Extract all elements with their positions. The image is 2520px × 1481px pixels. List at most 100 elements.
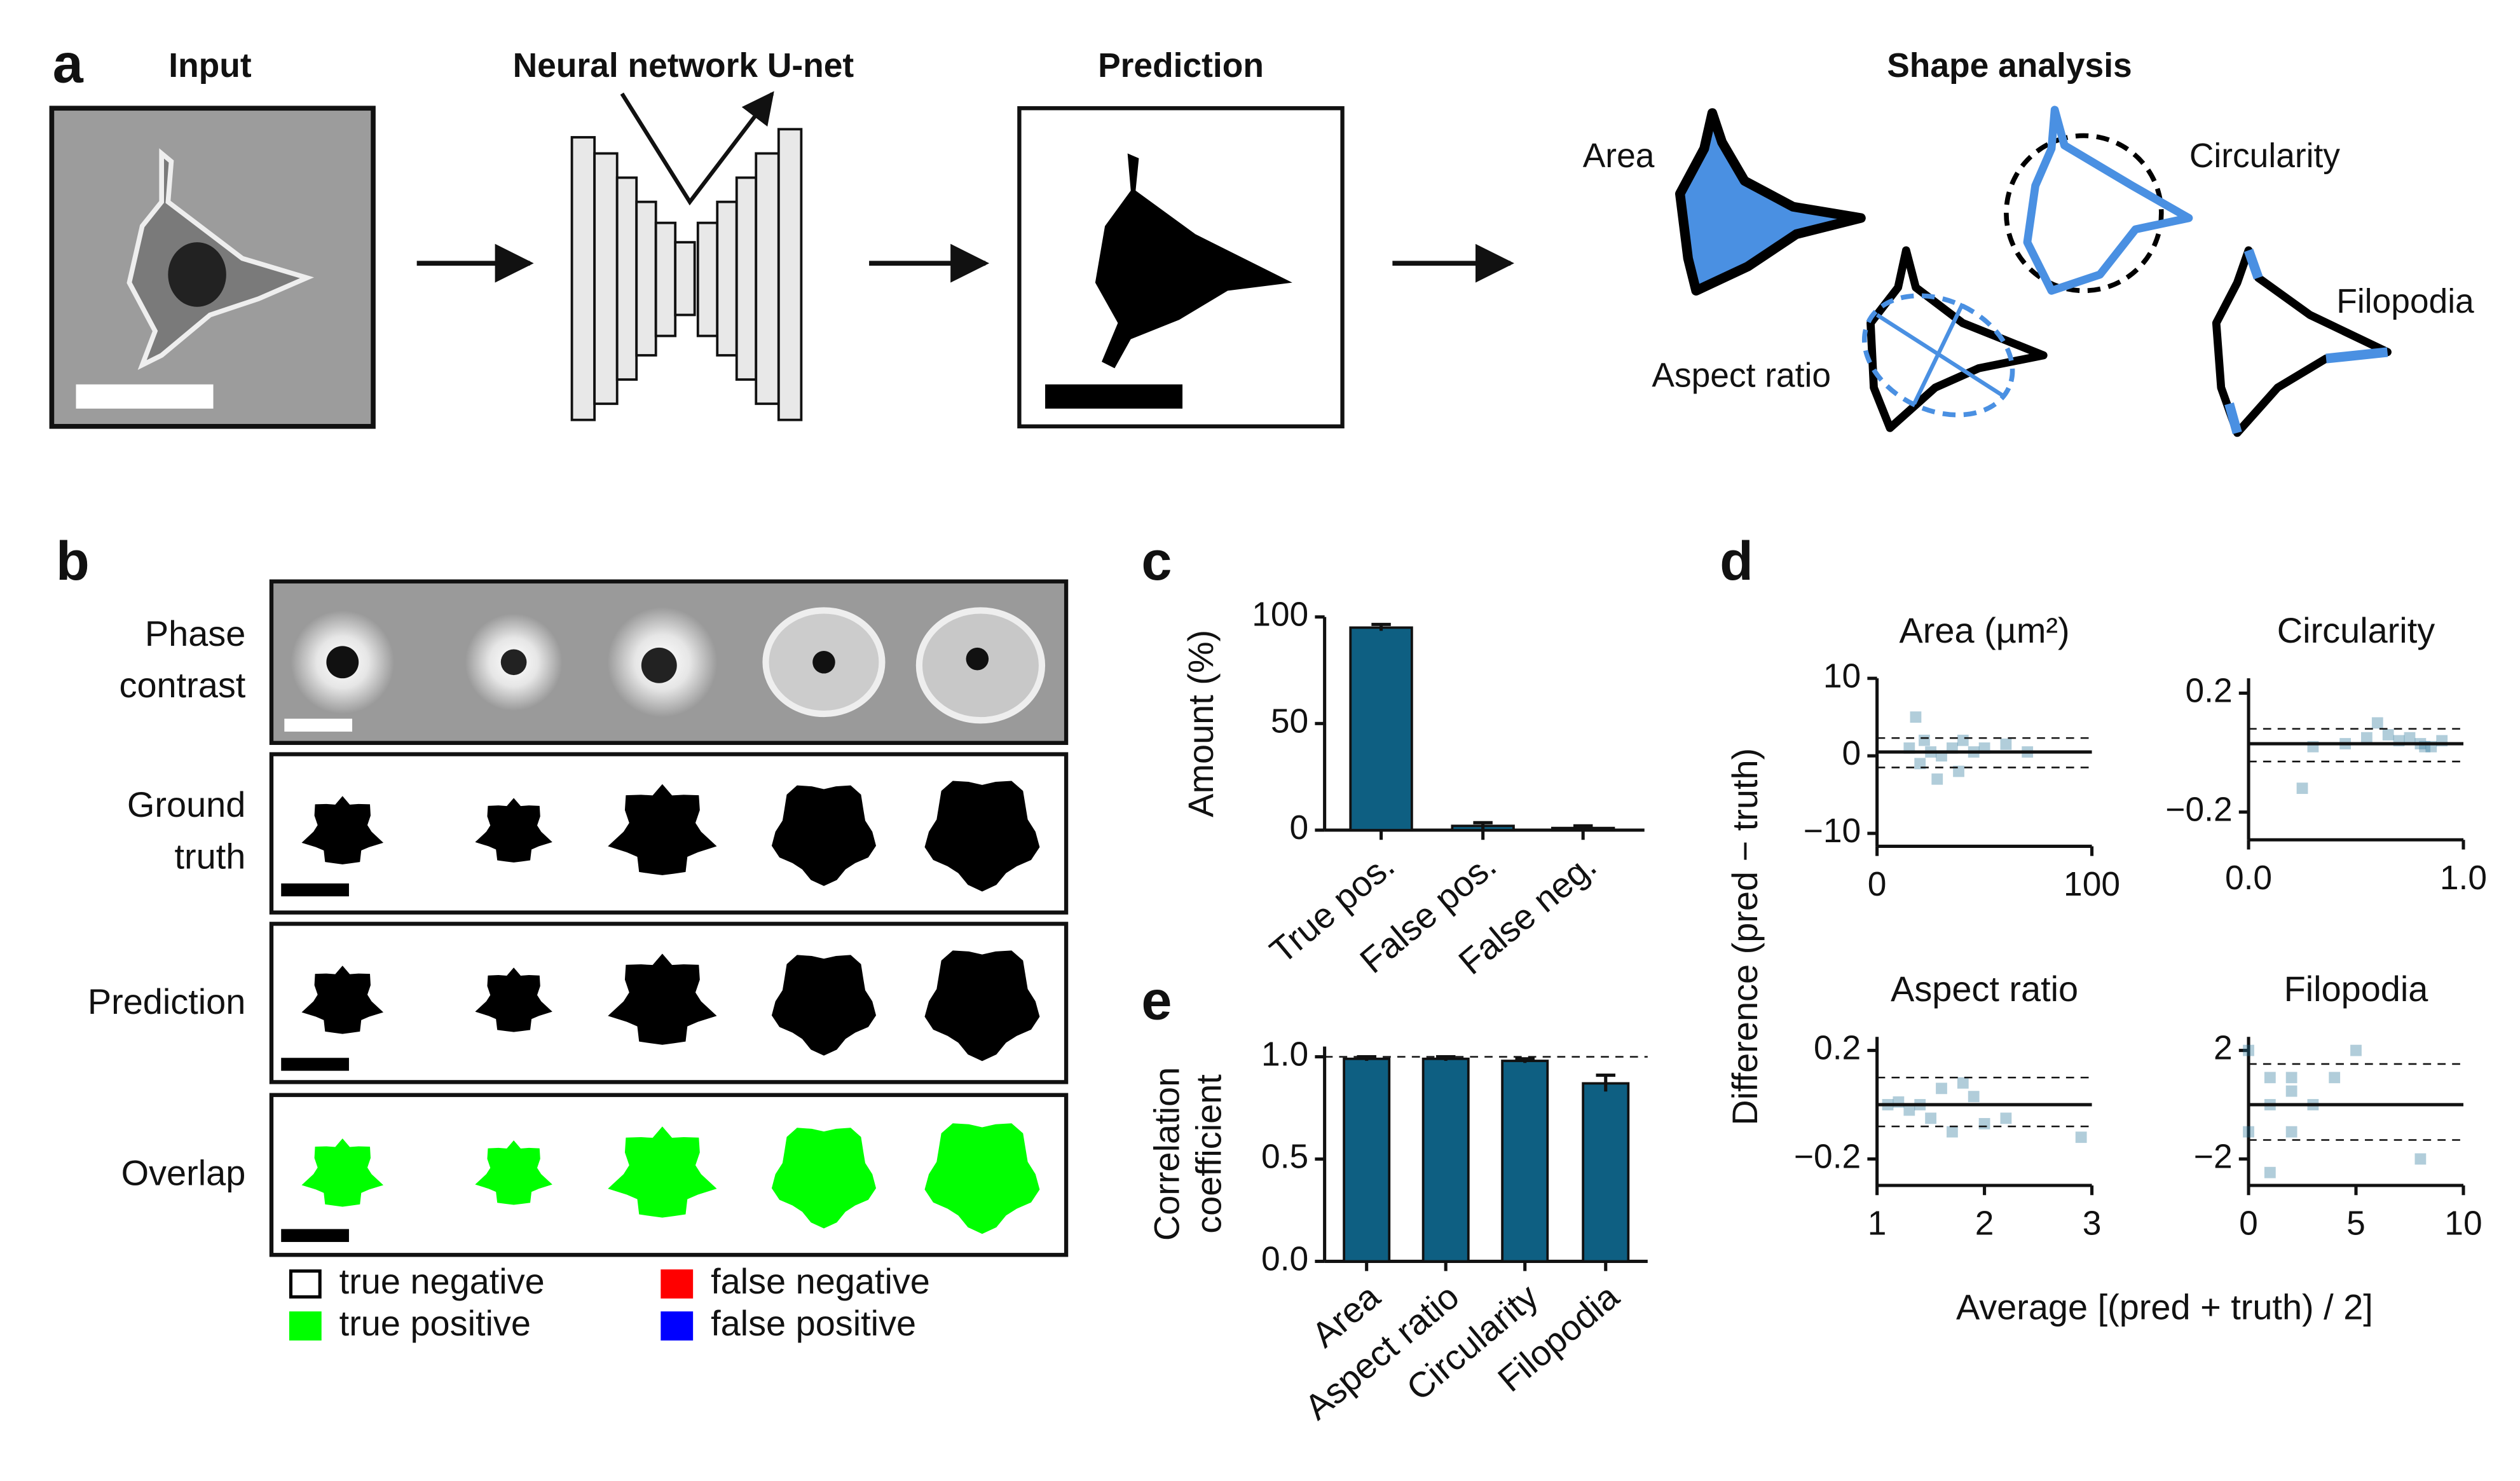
cell-shape bbox=[301, 1138, 384, 1207]
y-tick-label: 1.0 bbox=[1261, 1036, 1308, 1074]
data-point bbox=[1919, 734, 1930, 746]
x-tick-label: 10 bbox=[2444, 1205, 2482, 1243]
data-point bbox=[2075, 1131, 2087, 1143]
x-tick-label: 100 bbox=[2064, 866, 2120, 903]
legend-swatch bbox=[289, 1269, 322, 1299]
panel-b-art bbox=[269, 579, 1069, 1257]
legend-swatch bbox=[289, 1311, 322, 1341]
cell-shape bbox=[301, 796, 384, 864]
legend-label: true negative bbox=[339, 1261, 545, 1301]
y-tick-label: 0.5 bbox=[1261, 1138, 1308, 1176]
y-tick-label: 100 bbox=[1252, 596, 1308, 634]
y-tick-label: 0.2 bbox=[2185, 672, 2232, 710]
bar bbox=[1582, 1082, 1630, 1263]
bar bbox=[1349, 626, 1413, 831]
shape-label: Filopodia bbox=[2336, 283, 2474, 320]
y-tick-label: 0 bbox=[1842, 735, 1861, 772]
error-bar bbox=[1515, 1057, 1535, 1063]
row-label: contrast bbox=[120, 665, 246, 705]
data-point bbox=[2329, 1072, 2341, 1084]
data-point bbox=[2382, 729, 2394, 740]
panel-title: Neural network U-net bbox=[513, 47, 854, 85]
data-point bbox=[1931, 773, 1943, 785]
plot-title: Circularity bbox=[2277, 610, 2435, 650]
cell-shape bbox=[608, 1126, 717, 1218]
panel-label: d bbox=[1720, 531, 1753, 592]
cell-shape bbox=[475, 798, 552, 863]
y-tick-label: 0.2 bbox=[1814, 1030, 1861, 1067]
cell-shape bbox=[924, 781, 1040, 892]
error-bar bbox=[1596, 1074, 1615, 1092]
legend-label: false positive bbox=[711, 1303, 916, 1343]
cell-shape bbox=[771, 955, 877, 1056]
x-tick-label: 3 bbox=[2083, 1205, 2102, 1243]
panel-title: Input bbox=[168, 47, 252, 85]
x-tick-label: 5 bbox=[2346, 1205, 2366, 1243]
y-axis-label: Difference (pred − truth) bbox=[1725, 748, 1765, 1126]
legend-swatch bbox=[661, 1311, 694, 1341]
data-point bbox=[1925, 1112, 1936, 1124]
y-tick-label: 2 bbox=[2214, 1030, 2233, 1067]
data-point bbox=[1957, 734, 1969, 746]
plot-title: Aspect ratio bbox=[1891, 969, 2078, 1009]
cell-shape bbox=[771, 1128, 877, 1229]
panel-a-art bbox=[49, 91, 2392, 437]
row-label: Phase bbox=[145, 613, 245, 653]
data-point bbox=[2285, 1126, 2297, 1138]
data-point bbox=[2361, 732, 2373, 744]
panel-title: Shape analysis bbox=[1887, 47, 2132, 85]
y-axis-label: coefficient bbox=[1189, 1074, 1229, 1234]
y-tick-label: 10 bbox=[1823, 657, 1861, 695]
panel-label: a bbox=[53, 34, 84, 95]
plot-title: Filopodia bbox=[2284, 969, 2429, 1009]
y-tick-label: −0.2 bbox=[1794, 1138, 1861, 1175]
legend-label: false negative bbox=[711, 1261, 930, 1301]
data-point bbox=[2296, 782, 2308, 795]
error-bar bbox=[1473, 821, 1493, 829]
data-point bbox=[2350, 1044, 2362, 1056]
data-point bbox=[1903, 1104, 1915, 1116]
bar bbox=[1421, 1057, 1470, 1263]
data-point bbox=[2000, 738, 2012, 750]
y-tick-label: −10 bbox=[1804, 812, 1861, 850]
y-tick-label: −2 bbox=[2194, 1138, 2233, 1175]
x-tick-label: 1 bbox=[1868, 1205, 1887, 1243]
y-axis-label: Correlation bbox=[1146, 1067, 1186, 1241]
data-point bbox=[1957, 1077, 1969, 1089]
x-tick-label: 1.0 bbox=[2440, 859, 2487, 897]
plot-title: Area (µm²) bbox=[1900, 610, 2070, 650]
panel-title: Prediction bbox=[1098, 47, 1264, 85]
y-tick-label: 50 bbox=[1271, 702, 1308, 740]
cell-shape bbox=[608, 784, 717, 875]
cell-shape bbox=[301, 966, 384, 1034]
row-label: Prediction bbox=[88, 981, 245, 1021]
panel-label: e bbox=[1141, 970, 1172, 1031]
y-tick-label: 0 bbox=[1290, 809, 1309, 847]
cell-shape bbox=[924, 950, 1040, 1061]
y-axis-label: Amount (%) bbox=[1181, 630, 1221, 817]
cell-shape bbox=[475, 967, 552, 1032]
error-bar bbox=[1435, 1055, 1456, 1061]
data-point bbox=[2285, 1072, 2297, 1084]
panel-label: b bbox=[56, 531, 90, 592]
data-point bbox=[1968, 1091, 1980, 1103]
shape-label: Circularity bbox=[2189, 137, 2340, 175]
shape-label: Aspect ratio bbox=[1652, 357, 1831, 395]
cell-shape bbox=[475, 1140, 552, 1205]
cell-shape bbox=[924, 1123, 1040, 1234]
x-tick-label: 0 bbox=[1868, 866, 1887, 903]
legend-swatch bbox=[661, 1269, 694, 1299]
data-point bbox=[2414, 1153, 2427, 1165]
cell-shape bbox=[608, 953, 717, 1045]
data-point bbox=[1914, 758, 1926, 770]
data-point bbox=[2404, 732, 2416, 744]
data-point bbox=[2243, 1126, 2254, 1138]
panel-label: c bbox=[1141, 531, 1172, 592]
y-tick-label: 0.0 bbox=[1261, 1241, 1308, 1278]
bar bbox=[1501, 1060, 1549, 1263]
x-tick-label: 0.0 bbox=[2225, 859, 2272, 897]
row-label: truth bbox=[175, 836, 246, 877]
data-point bbox=[2371, 717, 2383, 729]
y-tick-label: −0.2 bbox=[2165, 791, 2232, 829]
